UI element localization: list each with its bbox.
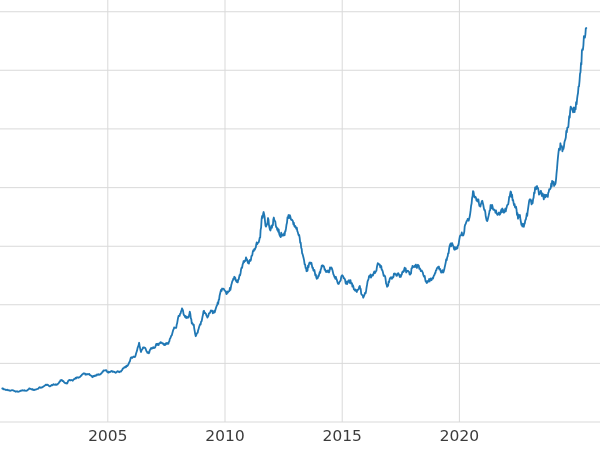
x-tick-label: 2020 [440,427,479,445]
price-line [1,27,588,393]
x-tick-label: 2010 [205,427,244,445]
x-tick-label: 2015 [322,427,361,445]
x-tick-label: 2005 [88,427,127,445]
